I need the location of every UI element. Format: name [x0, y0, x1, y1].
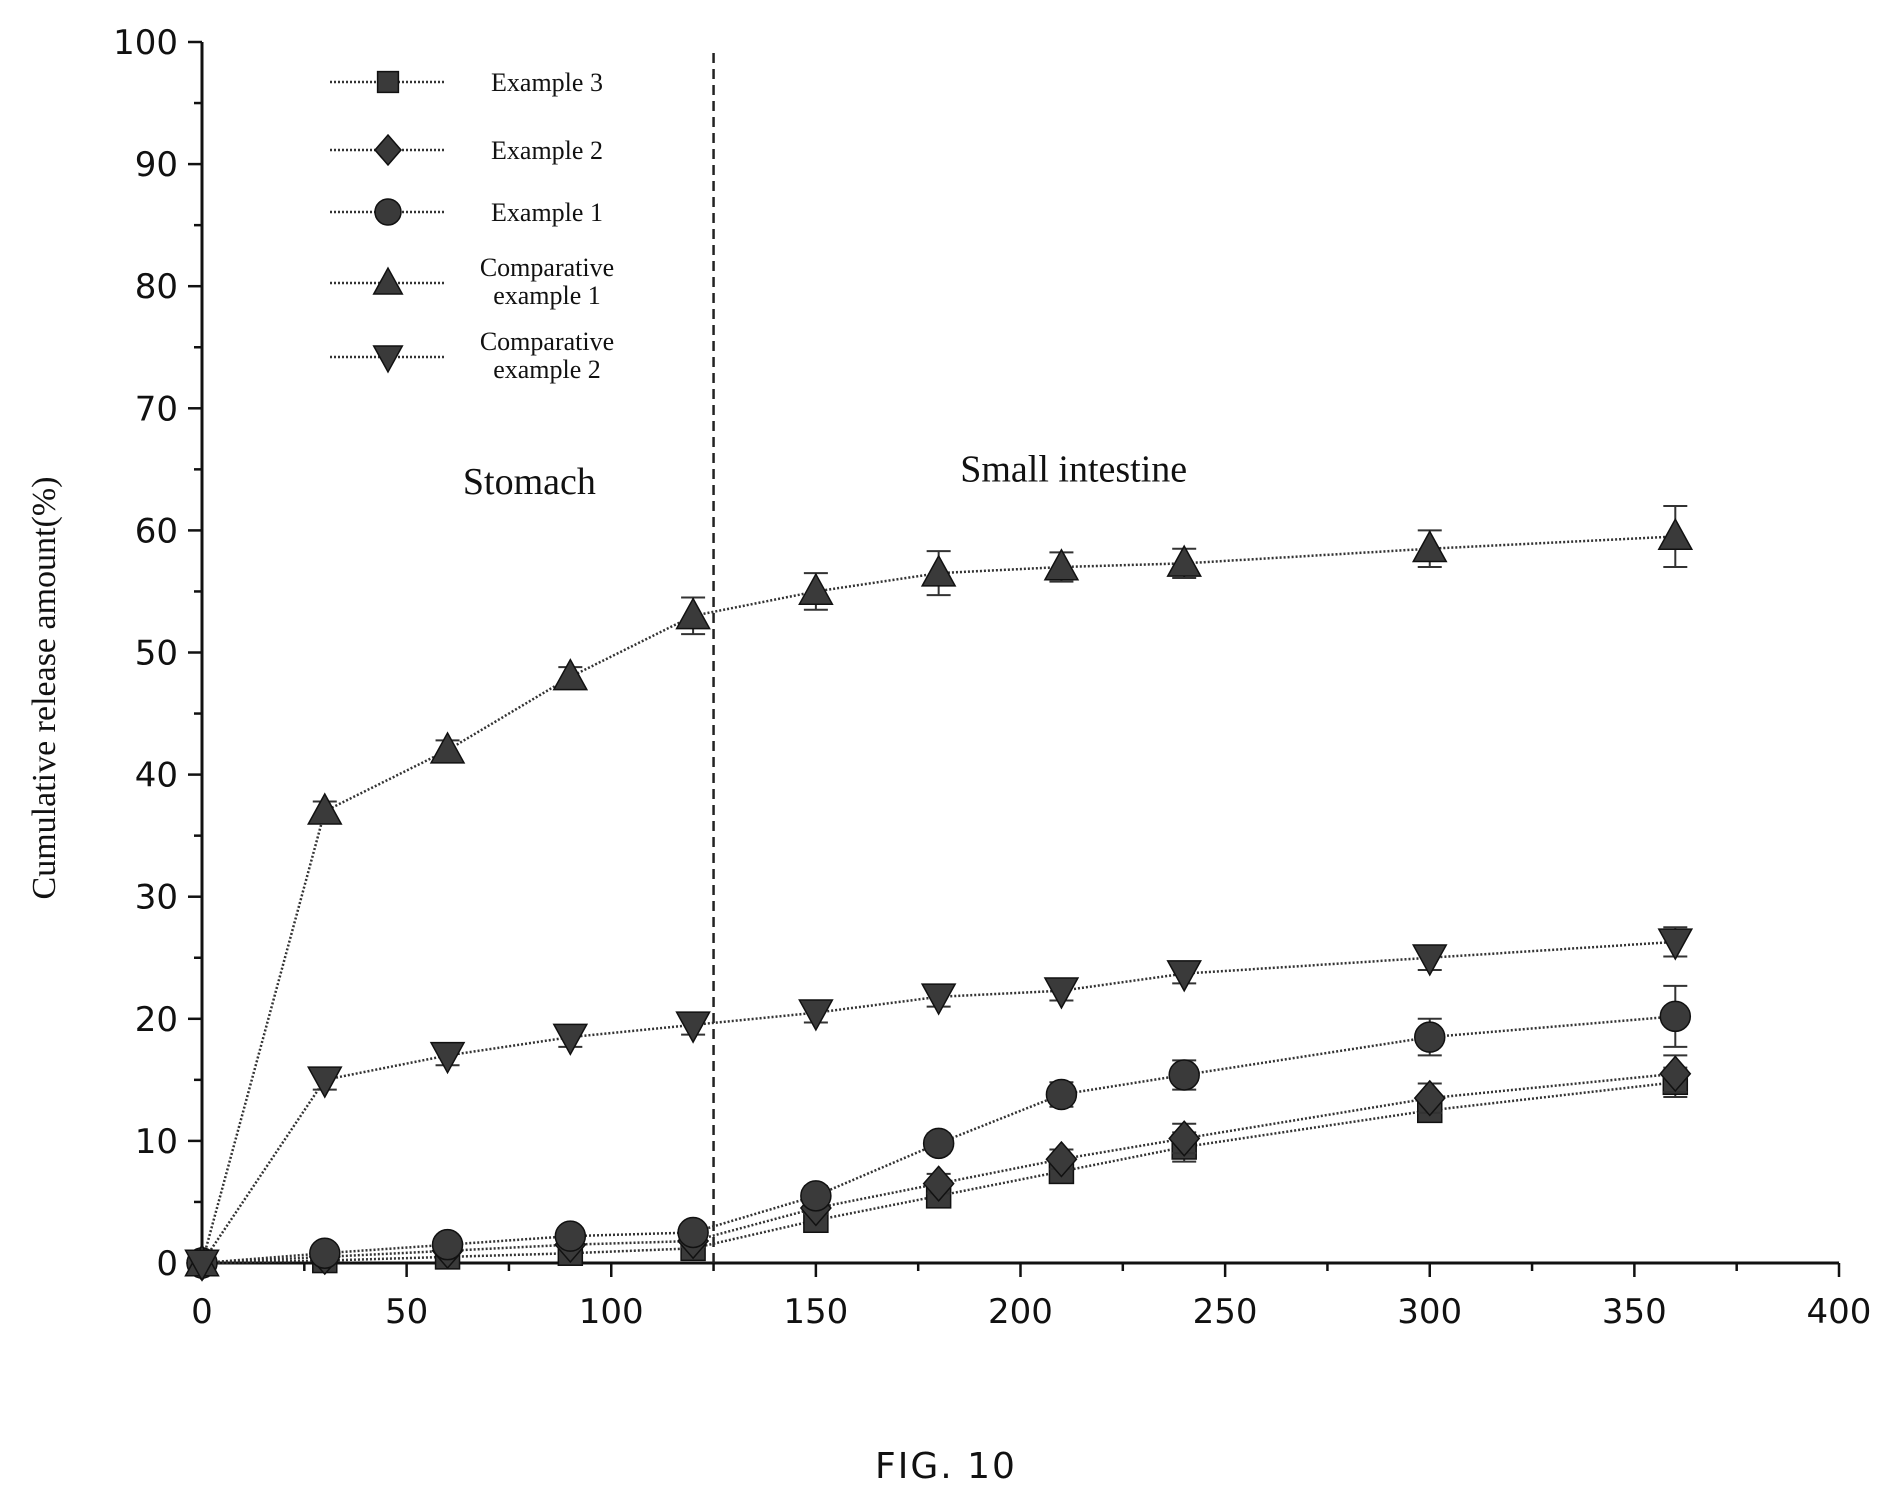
data-point: [552, 658, 589, 691]
data-point: [922, 1127, 955, 1160]
data-point: [1659, 1055, 1692, 1093]
legend-label: Comparative: [480, 253, 614, 282]
data-point: [552, 1023, 589, 1056]
x-tick-label: 150: [783, 1292, 848, 1332]
legend-label: Example 1: [491, 198, 603, 227]
legend-marker: [372, 266, 404, 295]
y-tick-label: 100: [113, 23, 178, 63]
data-point: [1414, 1021, 1446, 1053]
data-point: [184, 1249, 220, 1282]
data-point: [675, 597, 711, 630]
y-tick-label: 20: [135, 1000, 178, 1040]
data-point: [1045, 1078, 1078, 1111]
series-3: [186, 984, 1692, 1279]
y-tick-label: 0: [156, 1244, 178, 1284]
data-point: [798, 572, 834, 605]
x-tick-label: 400: [1807, 1292, 1872, 1332]
x-tick-label: 200: [988, 1292, 1053, 1332]
data-point: [1659, 1000, 1692, 1033]
legend-marker: [372, 345, 404, 374]
series-2: [186, 1054, 1692, 1282]
legend-item: Example 1: [330, 198, 603, 227]
region-label: Small intestine: [960, 449, 1187, 491]
y-tick-label: 50: [135, 634, 178, 674]
y-tick-label: 90: [135, 145, 178, 185]
figure-caption: FIG. 10: [875, 1446, 1017, 1487]
y-tick-label: 30: [135, 878, 178, 918]
data-point: [800, 1180, 832, 1212]
y-tick-label: 10: [135, 1122, 178, 1162]
series-line: [201, 1072, 1676, 1265]
legend-item: Example 3: [330, 68, 603, 97]
y-tick-label: 80: [135, 267, 178, 307]
data-point: [922, 1165, 955, 1203]
legend-label: example 1: [493, 281, 601, 310]
legend-label: Example 2: [491, 136, 603, 165]
data-point: [1166, 544, 1202, 577]
data-point: [1657, 517, 1694, 551]
stomach-intestine-divider: Stomach Small intestine: [463, 52, 1187, 1263]
y-tick-label: 40: [135, 756, 178, 796]
data-point: [1045, 1140, 1078, 1178]
data-point: [1411, 944, 1448, 977]
legend-marker: [374, 198, 402, 226]
data-point: [677, 1216, 709, 1249]
data-point: [920, 983, 957, 1016]
y-axis-title: Cumulative release amount(%): [26, 477, 63, 900]
series-4: [184, 504, 1694, 1277]
data-point: [1166, 960, 1202, 993]
series-5: [184, 926, 1694, 1282]
data-point: [920, 554, 957, 587]
x-tick-label: 300: [1397, 1292, 1462, 1332]
data-point: [429, 731, 466, 764]
y-tick-label: 60: [135, 511, 178, 551]
data-point: [675, 1011, 711, 1044]
y-tick-label: 70: [135, 389, 178, 429]
legend-label: example 2: [493, 355, 601, 384]
x-tick-label: 0: [191, 1292, 213, 1332]
data-point: [798, 999, 834, 1032]
data-point: [1411, 529, 1448, 563]
data-point: [307, 792, 343, 825]
data-point: [1043, 548, 1080, 581]
data-point: [307, 1066, 343, 1099]
x-tick-label: 350: [1602, 1292, 1667, 1332]
x-tick-label: 250: [1193, 1292, 1258, 1332]
data-point: [1043, 977, 1080, 1010]
data-point: [1413, 1079, 1446, 1117]
data-point: [1168, 1059, 1200, 1091]
chart-axes: 0 50 100 150 200 250 300 350 400 0 10 20 30 40 50 60 70 8…: [113, 23, 1871, 1332]
legend-marker: [374, 133, 402, 167]
data-point: [309, 1237, 341, 1269]
legend-label: Comparative: [480, 327, 614, 356]
data-point: [431, 1228, 464, 1261]
legend-label: Example 3: [491, 68, 603, 97]
x-tick-label: 100: [579, 1292, 644, 1332]
x-tick-label: 50: [385, 1292, 428, 1332]
labels-layer: Cumulative release amount(%) FIG. 10: [26, 477, 1017, 1487]
data-point: [1168, 1120, 1201, 1157]
data-point: [429, 1041, 466, 1075]
legend-marker: [376, 70, 400, 94]
region-label: Stomach: [463, 461, 596, 503]
series-layer: [184, 504, 1694, 1282]
legend-item: Example 2: [330, 133, 603, 167]
data-point: [1657, 928, 1694, 961]
data-point: [554, 1220, 587, 1252]
